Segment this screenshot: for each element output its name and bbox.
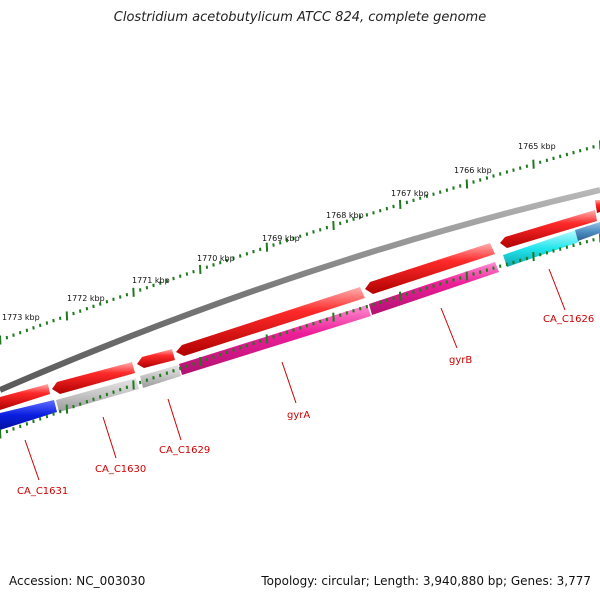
map-title: Clostridium acetobutylicum ATCC 824, com…: [113, 10, 487, 25]
tick-label: 1765 kbp: [518, 142, 556, 151]
accession-text: Accession: NC_003030: [9, 574, 146, 588]
gene-CA_C1626[interactable]: [503, 230, 579, 267]
gene-label-CA_C1629[interactable]: CA_C1629: [159, 445, 210, 456]
gene-label-CA_C1631[interactable]: CA_C1631: [17, 486, 68, 497]
cds-arrow[interactable]: [0, 384, 50, 410]
tick-labels: 1765 kbp 1766 kbp 1767 kbp 1768 kbp 1769…: [2, 142, 556, 322]
cds-arrow[interactable]: [52, 362, 135, 394]
tick-label: 1766 kbp: [454, 166, 492, 175]
cds-arrow[interactable]: [595, 200, 600, 213]
tick-label: 1769 kbp: [262, 234, 300, 243]
gene-CA_C1631[interactable]: [0, 400, 57, 430]
gene-leader-lines: [24, 268, 566, 481]
tick-label: 1768 kbp: [326, 211, 364, 220]
topology-text: Topology: circular; Length: 3,940,880 bp…: [261, 574, 591, 588]
genome-backbone: [0, 187, 600, 393]
cds-arrow[interactable]: [500, 210, 597, 248]
gene-label-CA_C1626[interactable]: CA_C1626: [543, 314, 594, 325]
cds-arrow[interactable]: [176, 287, 365, 356]
gene-gyrA[interactable]: [179, 305, 371, 375]
tick-label: 1770 kbp: [197, 254, 235, 263]
tick-label: 1767 kbp: [391, 189, 429, 198]
inner-tick-ring: [0, 233, 600, 439]
gene-label-gyrB[interactable]: gyrB: [449, 355, 472, 366]
gene-labels: CA_C1626 gyrB gyrA CA_C1629 CA_C1630 CA_…: [17, 314, 594, 497]
tick-label: 1771 kbp: [132, 276, 170, 285]
gene-label-gyrA[interactable]: gyrA: [287, 410, 310, 421]
cds-arrow[interactable]: [137, 349, 175, 368]
tick-label: 1773 kbp: [2, 313, 40, 322]
cds-arrow[interactable]: [365, 243, 495, 294]
tick-label: 1772 kbp: [67, 294, 105, 303]
gene-CA_C1626b[interactable]: [575, 222, 600, 241]
tick-ring: [0, 140, 600, 345]
gene-track: [0, 222, 600, 430]
gene-CA_C1630[interactable]: [56, 378, 139, 412]
gene-label-CA_C1630[interactable]: CA_C1630: [95, 464, 146, 475]
forward-strand-genes: [0, 200, 600, 410]
